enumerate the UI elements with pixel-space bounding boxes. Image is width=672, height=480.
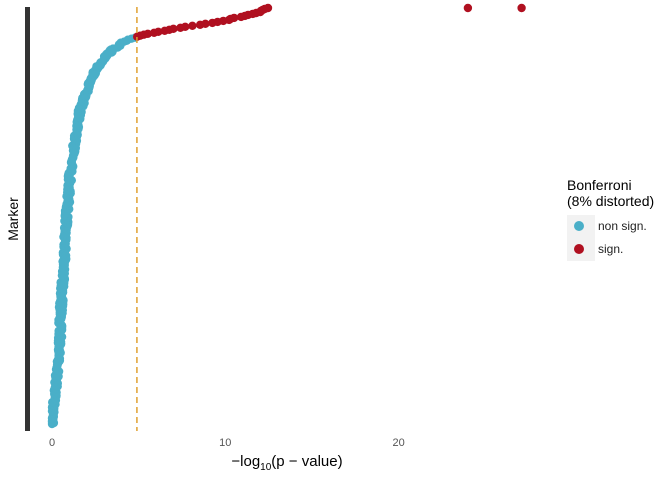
marker-point (263, 3, 273, 13)
x-axis-ticks: 0 10 20 (49, 437, 405, 449)
legend-key-sign (574, 244, 584, 254)
legend-title-line2: (8% distorted) (567, 193, 655, 209)
marker-point (169, 24, 178, 33)
x-axis-label: −log10(p − value) (231, 453, 342, 473)
y-axis-label: Marker (5, 197, 21, 241)
marker-point (143, 29, 152, 38)
legend-entry-sign: sign. (567, 238, 623, 261)
marker-point (229, 13, 239, 23)
x-tick-label: 0 (49, 437, 55, 449)
marker-point (154, 27, 163, 36)
data-points (47, 3, 526, 429)
marker-point (181, 22, 190, 31)
legend-keys: non sign. sign. (567, 215, 647, 261)
legend-label-nonsign: non sign. (598, 219, 647, 233)
legend: Bonferroni (8% distorted) non sign. sign… (567, 177, 667, 261)
legend-title-line1: Bonferroni (567, 177, 632, 193)
outlier-point (463, 3, 473, 13)
legend-label-sign: sign. (598, 242, 624, 256)
marker-point (201, 19, 210, 28)
x-tick-label: 20 (392, 437, 404, 449)
outlier-point (517, 3, 526, 13)
y-axis-bar (25, 7, 30, 431)
marker-point (188, 21, 197, 30)
legend-key-nonsign (574, 221, 584, 231)
legend-entry-nonsign: non sign. (567, 215, 647, 238)
x-tick-label: 10 (219, 437, 231, 449)
